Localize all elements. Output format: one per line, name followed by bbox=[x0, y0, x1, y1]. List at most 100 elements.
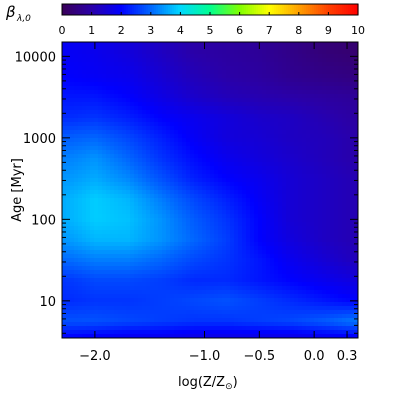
heatmap-cell bbox=[270, 82, 275, 87]
heatmap-cell bbox=[210, 74, 215, 79]
heatmap-cell bbox=[174, 74, 179, 79]
heatmap-cell bbox=[186, 186, 191, 191]
heatmap-cell bbox=[318, 94, 323, 99]
heatmap-cell bbox=[114, 162, 119, 167]
heatmap-cell bbox=[74, 246, 79, 251]
heatmap-cell bbox=[86, 294, 91, 299]
heatmap-cell bbox=[122, 270, 127, 275]
heatmap-cell bbox=[146, 290, 151, 295]
heatmap-cell bbox=[94, 290, 99, 295]
heatmap-cell bbox=[146, 54, 151, 59]
heatmap-cell bbox=[154, 74, 159, 79]
heatmap-cell bbox=[226, 242, 231, 247]
heatmap-cell bbox=[230, 206, 235, 211]
heatmap-cell bbox=[342, 78, 347, 83]
heatmap-cell bbox=[214, 62, 219, 67]
heatmap-cell bbox=[314, 50, 319, 55]
heatmap-cell bbox=[214, 54, 219, 59]
heatmap-cell bbox=[346, 230, 351, 235]
heatmap-cell bbox=[286, 106, 291, 111]
heatmap-cell bbox=[78, 142, 83, 147]
heatmap-cell bbox=[138, 118, 143, 123]
heatmap-cell bbox=[146, 202, 151, 207]
heatmap-cell bbox=[278, 290, 283, 295]
heatmap-cell bbox=[298, 54, 303, 59]
heatmap-cell bbox=[166, 90, 171, 95]
heatmap-cell bbox=[114, 106, 119, 111]
heatmap-cell bbox=[254, 102, 259, 107]
heatmap-cell bbox=[66, 246, 71, 251]
heatmap-cell bbox=[342, 138, 347, 143]
heatmap-cell bbox=[198, 110, 203, 115]
heatmap-cell bbox=[322, 86, 327, 91]
heatmap-cell bbox=[354, 214, 359, 219]
heatmap-cell bbox=[238, 90, 243, 95]
heatmap-cell bbox=[82, 290, 87, 295]
heatmap-cell bbox=[254, 194, 259, 199]
heatmap-cell bbox=[326, 58, 331, 63]
heatmap-cell bbox=[266, 170, 271, 175]
heatmap-cell bbox=[330, 294, 335, 299]
heatmap-cell bbox=[286, 274, 291, 279]
heatmap-cell bbox=[78, 102, 83, 107]
heatmap-cell bbox=[174, 86, 179, 91]
heatmap-cell bbox=[218, 134, 223, 139]
heatmap-cell bbox=[138, 58, 143, 63]
heatmap-cell bbox=[242, 142, 247, 147]
heatmap-cell bbox=[186, 50, 191, 55]
heatmap-cell bbox=[214, 274, 219, 279]
heatmap-cell bbox=[234, 234, 239, 239]
heatmap-cell bbox=[194, 282, 199, 287]
heatmap-cell bbox=[110, 250, 115, 255]
heatmap-cell bbox=[70, 222, 75, 227]
heatmap-cell bbox=[350, 70, 355, 75]
heatmap-cell bbox=[306, 274, 311, 279]
heatmap-cell bbox=[238, 214, 243, 219]
heatmap-cell bbox=[166, 186, 171, 191]
heatmap-cell bbox=[346, 242, 351, 247]
heatmap-cell bbox=[110, 186, 115, 191]
heatmap-cell bbox=[206, 246, 211, 251]
heatmap-cell bbox=[134, 210, 139, 215]
heatmap-cell bbox=[334, 102, 339, 107]
heatmap-cell bbox=[334, 82, 339, 87]
heatmap-cell bbox=[210, 78, 215, 83]
heatmap-cell bbox=[106, 230, 111, 235]
heatmap-cell bbox=[326, 278, 331, 283]
heatmap-cell bbox=[290, 66, 295, 71]
heatmap-cell bbox=[62, 126, 67, 131]
heatmap-cell bbox=[74, 90, 79, 95]
heatmap-cell bbox=[74, 218, 79, 223]
heatmap-cell bbox=[182, 242, 187, 247]
heatmap-cell bbox=[298, 190, 303, 195]
heatmap-cell bbox=[190, 298, 195, 303]
heatmap-cell bbox=[294, 102, 299, 107]
heatmap-cell bbox=[290, 58, 295, 63]
heatmap-cell bbox=[246, 238, 251, 243]
heatmap-cell bbox=[206, 82, 211, 87]
heatmap-cell bbox=[334, 222, 339, 227]
heatmap-cell bbox=[246, 290, 251, 295]
heatmap-cell bbox=[122, 162, 127, 167]
heatmap-cell bbox=[338, 198, 343, 203]
heatmap-cell bbox=[174, 238, 179, 243]
heatmap-cell bbox=[322, 298, 327, 303]
heatmap-cell bbox=[146, 142, 151, 147]
heatmap-cell bbox=[330, 154, 335, 159]
heatmap-cell bbox=[86, 102, 91, 107]
heatmap-cell bbox=[330, 202, 335, 207]
heatmap-cell bbox=[150, 198, 155, 203]
colorbar-cell bbox=[82, 4, 85, 15]
heatmap-cell bbox=[126, 210, 131, 215]
heatmap-cell bbox=[234, 274, 239, 279]
heatmap-cell bbox=[294, 82, 299, 87]
heatmap-cell bbox=[242, 242, 247, 247]
heatmap-cell bbox=[294, 282, 299, 287]
heatmap-cell bbox=[98, 218, 103, 223]
heatmap-cell bbox=[66, 242, 71, 247]
heatmap-cell bbox=[270, 246, 275, 251]
heatmap-cell bbox=[326, 214, 331, 219]
heatmap-cell bbox=[306, 46, 311, 51]
colorbar-tick-label: 7 bbox=[266, 24, 273, 37]
heatmap-cell bbox=[98, 150, 103, 155]
